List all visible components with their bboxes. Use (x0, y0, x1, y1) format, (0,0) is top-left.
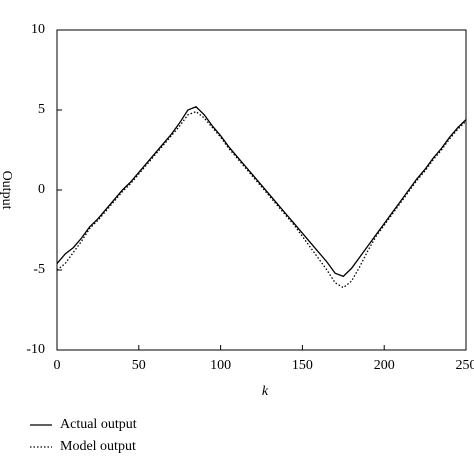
x-tick-label: 0 (54, 358, 61, 373)
y-tick-label: 5 (38, 102, 45, 117)
series-line (56, 106, 467, 278)
series-line (56, 110, 467, 289)
y-tick-label: -10 (26, 342, 45, 357)
x-tick-label: 250 (456, 358, 474, 373)
plot-frame (56, 29, 467, 351)
x-tick-label: 50 (132, 358, 146, 373)
x-tick-label: 150 (292, 358, 313, 373)
y-axis-label: Output (0, 171, 14, 210)
x-axis-label: k (262, 384, 269, 399)
y-tick-label: 0 (38, 182, 45, 197)
y-tick-label: 10 (31, 22, 45, 37)
x-tick-label: 100 (210, 358, 231, 373)
x-tick-label: 200 (374, 358, 395, 373)
y-tick-label: -5 (33, 262, 45, 277)
legend-label: Actual output (60, 417, 137, 432)
legend-label: Model output (60, 439, 136, 454)
